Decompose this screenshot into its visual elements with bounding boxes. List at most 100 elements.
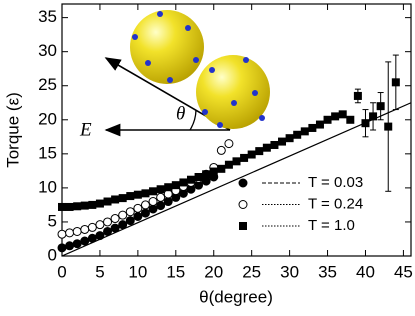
square-marker: [95, 199, 104, 208]
filled-circle-marker: [133, 211, 143, 221]
legend-label: T = 1.0: [308, 217, 355, 234]
square-marker: [323, 115, 332, 124]
square-marker: [346, 115, 355, 124]
filled-circle-marker: [125, 216, 135, 226]
filled-circle-marker: [118, 220, 128, 230]
square-marker: [202, 170, 211, 179]
square-marker: [156, 185, 165, 194]
open-circle-marker: [103, 217, 113, 227]
x-tick-label: 10: [128, 262, 147, 281]
square-marker: [315, 120, 324, 129]
square-marker: [111, 195, 120, 204]
square-marker: [247, 150, 256, 159]
square-marker: [285, 134, 294, 143]
square-marker: [391, 78, 400, 87]
square-marker: [331, 112, 340, 121]
open-circle-marker: [80, 224, 90, 234]
legend-label: T = 0.03: [308, 174, 363, 191]
e-label: E: [79, 119, 92, 140]
square-marker: [126, 192, 135, 201]
plot-frame: [61, 3, 412, 257]
y-tick-label: 15: [38, 143, 57, 162]
legend-marker: [238, 178, 248, 188]
filled-circle-marker: [87, 233, 97, 243]
open-circle-marker: [224, 139, 234, 149]
open-circle-marker: [118, 210, 128, 220]
square-marker: [338, 110, 347, 119]
legend-label: T = 0.24: [308, 195, 363, 212]
open-circle-marker: [163, 189, 173, 199]
square-marker: [171, 181, 180, 190]
square-marker: [224, 160, 233, 169]
square-marker: [149, 187, 158, 196]
square-marker: [80, 201, 89, 210]
x-tick-label: 20: [204, 262, 223, 281]
square-marker: [133, 190, 142, 199]
y-tick-label: 35: [38, 7, 57, 26]
square-marker: [58, 202, 66, 211]
filled-circle-marker: [110, 223, 120, 233]
x-tick-label: 5: [95, 262, 104, 281]
open-circle-marker: [133, 203, 143, 213]
square-marker: [293, 130, 302, 139]
open-circle-marker: [57, 229, 67, 239]
filled-circle-marker: [80, 236, 90, 246]
square-marker: [353, 91, 362, 100]
open-circle-marker: [95, 220, 105, 230]
square-marker: [384, 122, 393, 131]
y-tick-label: 5: [48, 211, 57, 230]
square-marker: [240, 153, 249, 162]
square-marker: [300, 127, 309, 136]
square-marker: [179, 178, 188, 187]
y-tick-label: 30: [38, 41, 57, 60]
open-circle-marker: [125, 207, 135, 217]
square-marker: [73, 202, 82, 211]
open-circle-marker: [140, 200, 150, 210]
y-axis-label: Torque (ε): [3, 92, 22, 168]
square-marker: [255, 147, 264, 156]
x-tick-label: 25: [242, 262, 261, 281]
open-circle-marker: [110, 214, 120, 224]
open-circle-marker: [148, 197, 158, 207]
x-tick-label: 35: [318, 262, 337, 281]
inset-illustration: [104, 10, 270, 137]
y-tick-label: 10: [38, 177, 57, 196]
square-marker: [262, 143, 271, 152]
square-marker: [278, 137, 287, 146]
square-marker: [186, 175, 195, 184]
open-circle-marker: [216, 145, 226, 155]
y-tick-label: 25: [38, 75, 57, 94]
x-tick-label: 15: [166, 262, 185, 281]
filled-circle-marker: [95, 231, 105, 241]
open-circle-marker: [65, 228, 75, 238]
filled-circle-marker: [103, 226, 113, 236]
square-marker: [141, 189, 150, 198]
x-axis-label: θ(degree): [199, 287, 273, 306]
x-tick-label: 40: [356, 262, 375, 281]
filled-circle-marker: [163, 197, 173, 207]
square-marker: [270, 140, 279, 149]
fit-line: [61, 102, 412, 257]
filled-circle-marker: [140, 208, 150, 218]
legend-marker: [239, 222, 247, 230]
square-marker: [217, 164, 226, 173]
filled-circle-marker: [72, 239, 82, 249]
x-tick-label: 45: [394, 262, 413, 281]
open-circle-marker: [72, 226, 82, 236]
square-marker: [88, 200, 97, 209]
filled-circle-marker: [65, 241, 75, 251]
square-marker: [209, 167, 218, 176]
square-marker: [232, 157, 241, 166]
y-tick-label: 20: [38, 109, 57, 128]
square-marker: [103, 197, 112, 206]
open-circle-marker: [87, 222, 97, 232]
y-tick-label: 0: [48, 245, 57, 264]
filled-circle-marker: [148, 204, 158, 214]
square-marker: [118, 194, 127, 203]
theta-label: θ: [176, 103, 185, 124]
square-marker: [164, 183, 173, 192]
filled-circle-marker: [57, 243, 67, 253]
square-marker: [65, 202, 74, 211]
